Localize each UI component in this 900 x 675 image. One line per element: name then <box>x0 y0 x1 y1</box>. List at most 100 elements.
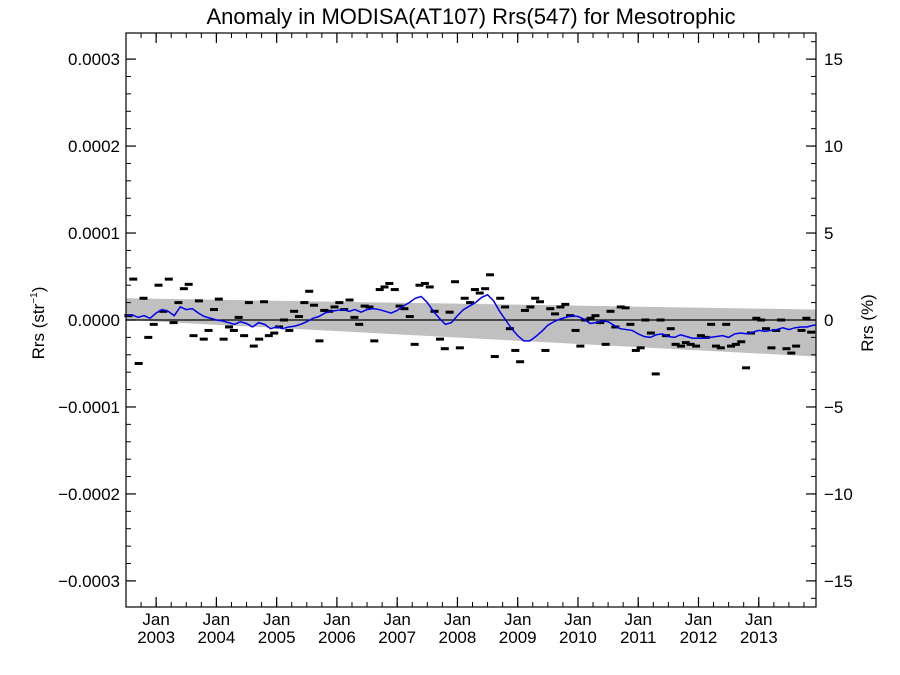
y-tick-label-left: −0.0002 <box>58 485 120 504</box>
anomaly-point <box>305 289 314 293</box>
anomaly-point <box>681 341 690 345</box>
anomaly-point <box>345 298 354 302</box>
anomaly-point <box>601 342 610 346</box>
x-tick-label-year: 2012 <box>680 628 718 647</box>
anomaly-point <box>204 328 213 332</box>
anomaly-point <box>410 342 419 346</box>
anomaly-point <box>134 361 143 365</box>
anomaly-point <box>264 334 273 338</box>
anomaly-point <box>556 305 565 309</box>
anomaly-point <box>279 318 288 322</box>
y-tick-label-left: 0.0003 <box>68 50 120 69</box>
anomaly-point <box>184 282 193 286</box>
anomaly-point <box>460 296 469 300</box>
y-tick-label-left: −0.0001 <box>58 398 120 417</box>
anomaly-point <box>300 301 309 305</box>
anomaly-point <box>807 330 816 334</box>
anomaly-point <box>490 355 499 359</box>
anomaly-point <box>405 315 414 319</box>
anomaly-point <box>129 277 138 281</box>
anomaly-point <box>596 321 605 325</box>
anomaly-point <box>626 322 635 326</box>
anomaly-point <box>375 288 384 292</box>
anomaly-point <box>234 315 243 319</box>
x-tick-label-month: Jan <box>142 610 169 629</box>
anomaly-point <box>355 322 364 326</box>
anomaly-point <box>440 347 449 351</box>
anomaly-point <box>360 304 369 308</box>
anomaly-point <box>159 309 168 313</box>
anomaly-point <box>757 318 766 322</box>
anomaly-point <box>194 299 203 303</box>
plot-area <box>124 273 816 376</box>
anomaly-point <box>260 300 268 304</box>
anomaly-point <box>335 301 344 305</box>
anomaly-point <box>802 316 811 320</box>
anomaly-point <box>350 315 359 319</box>
anomaly-point <box>551 312 560 316</box>
anomaly-point <box>516 360 525 364</box>
anomaly-point <box>249 344 258 348</box>
y-tick-label-left: 0.0001 <box>68 224 120 243</box>
anomaly-point <box>435 337 444 341</box>
anomaly-point <box>621 306 630 310</box>
anomaly-point <box>571 328 580 332</box>
anomaly-point <box>576 344 585 348</box>
anomaly-point <box>199 337 208 341</box>
x-tick-label-month: Jan <box>444 610 471 629</box>
anomaly-point <box>731 342 740 346</box>
anomaly-point <box>686 342 695 346</box>
anomaly-point <box>485 273 494 277</box>
anomaly-point <box>415 283 424 287</box>
anomaly-point <box>425 285 434 289</box>
anomaly-point <box>310 303 319 307</box>
anomaly-point <box>225 325 234 329</box>
y-tick-label-right: 10 <box>824 137 843 156</box>
anomaly-point <box>707 322 716 326</box>
anomaly-point <box>154 283 163 287</box>
anomaly-point <box>692 344 701 348</box>
anomaly-point <box>641 318 650 322</box>
anomaly-point <box>430 309 439 313</box>
y-tick-label-left: −0.0003 <box>58 572 120 591</box>
confidence-band <box>126 298 816 357</box>
anomaly-point <box>315 339 324 343</box>
x-tick-label-month: Jan <box>745 610 772 629</box>
anomaly-point <box>496 296 505 300</box>
y-tick-label-right: 0 <box>824 311 833 330</box>
anomaly-point <box>511 348 520 352</box>
anomaly-point <box>782 347 791 351</box>
anomaly-point <box>787 351 796 355</box>
anomaly-point <box>666 327 675 331</box>
anomaly-point <box>244 301 253 305</box>
anomaly-point <box>475 291 484 295</box>
anomaly-point <box>451 280 460 284</box>
anomaly-point <box>646 331 655 335</box>
x-tick-label-month: Jan <box>383 610 410 629</box>
anomaly-point <box>294 315 303 319</box>
anomaly-point <box>631 348 640 352</box>
chart-title: Anomaly in MODISA(AT107) Rrs(547) for Me… <box>207 4 736 29</box>
anomaly-point <box>531 296 540 300</box>
anomaly-point <box>169 321 178 325</box>
anomaly-point <box>616 305 625 309</box>
anomaly-point <box>139 296 148 300</box>
anomaly-point <box>380 285 389 289</box>
anomaly-point <box>651 372 660 376</box>
anomaly-point <box>179 287 188 291</box>
anomaly-point <box>395 304 404 308</box>
anomaly-point <box>420 281 429 285</box>
smoothed-series-line <box>125 293 816 342</box>
anomaly-point <box>481 287 490 291</box>
anomaly-point <box>716 346 725 350</box>
anomaly-point <box>270 331 279 335</box>
x-tick-label-year: 2004 <box>197 628 235 647</box>
x-tick-label-month: Jan <box>625 610 652 629</box>
y-axis-label-right: Rrs (%) <box>858 294 877 352</box>
anomaly-point <box>144 335 153 339</box>
anomaly-point <box>792 344 801 348</box>
anomaly-point <box>777 318 786 322</box>
anomaly-point <box>470 288 479 292</box>
anomaly-point <box>214 297 223 301</box>
anomaly-point <box>370 339 379 343</box>
